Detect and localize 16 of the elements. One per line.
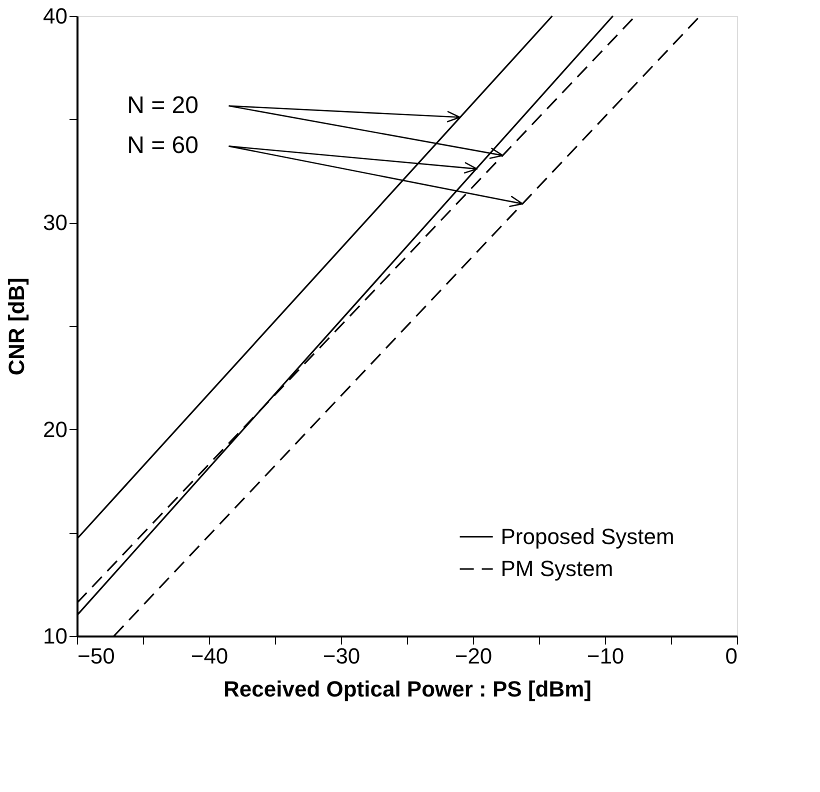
x-tick-label: 0 xyxy=(725,644,738,668)
legend-label: PM System xyxy=(500,556,614,582)
x-tick-label: −10 xyxy=(586,644,624,668)
y-tick-label: 20 xyxy=(43,416,68,442)
y-tick-label: 10 xyxy=(43,624,68,648)
x-tick-label: −40 xyxy=(190,644,228,668)
legend-label: Proposed System xyxy=(500,524,674,549)
x-tick-label: −30 xyxy=(322,644,360,668)
y-axis-title: CNR [dB] xyxy=(4,278,30,376)
y-tick-label: 40 xyxy=(43,4,68,28)
annotation: N = 20 xyxy=(127,92,198,119)
x-tick-label: −50 xyxy=(78,644,115,668)
x-axis-title: Received Optical Power : PS [dBm] xyxy=(224,676,592,702)
annotation: N = 60 xyxy=(127,132,198,160)
x-tick-label: −20 xyxy=(454,644,492,668)
y-tick-label: 30 xyxy=(43,210,68,236)
